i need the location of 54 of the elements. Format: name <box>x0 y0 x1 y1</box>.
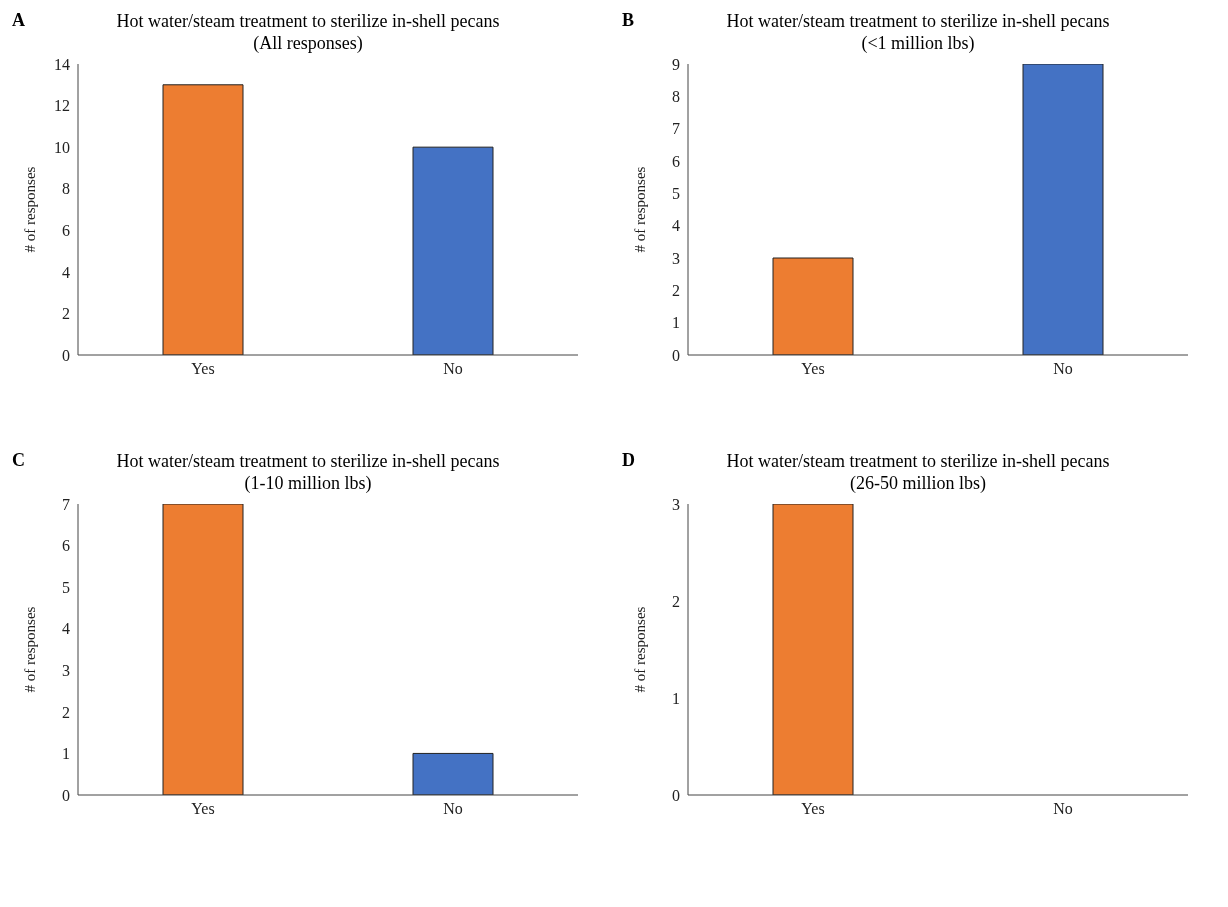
y-axis-title: # of responses <box>22 606 39 693</box>
text: A <box>12 10 25 31</box>
chart-title: Hot water/steam treatment to sterilize in-shell pecans <box>115 10 501 32</box>
x-tick-label: Yes <box>191 800 215 818</box>
text: D <box>622 450 635 471</box>
x-tick-label: Yes <box>801 800 825 818</box>
x-tick-label: No <box>443 800 463 818</box>
y-axis-title: # of responses <box>632 166 649 253</box>
y-tick-label: 8 <box>62 180 70 198</box>
y-tick-label: 2 <box>62 305 70 323</box>
y-tick-label: 6 <box>62 221 70 239</box>
y-tick-label: 4 <box>62 263 70 281</box>
x-tick-label: Yes <box>801 360 825 378</box>
chart-subtitle: (1-10 million lbs) <box>243 472 373 494</box>
y-tick-label: 4 <box>672 217 680 235</box>
y-tick-label: 1 <box>62 745 70 763</box>
y-tick-label: 0 <box>62 786 70 804</box>
y-tick-label: 2 <box>672 282 680 300</box>
y-tick-label: 12 <box>54 97 70 115</box>
y-tick-label: 6 <box>62 537 70 555</box>
chart-title: Hot water/steam treatment to sterilize in-shell pecans <box>725 450 1111 472</box>
y-tick-label: 10 <box>54 138 70 156</box>
y-tick-label: 3 <box>672 495 680 513</box>
chart-title: Hot water/steam treatment to sterilize in-shell pecans <box>725 10 1111 32</box>
x-tick-label: Yes <box>191 360 215 378</box>
y-tick-label: 1 <box>672 314 680 332</box>
y-tick-label: 5 <box>62 578 70 596</box>
x-tick-label: No <box>443 360 463 378</box>
text: C <box>12 450 25 471</box>
y-tick-label: 14 <box>54 55 70 73</box>
y-tick-label: 1 <box>672 689 680 707</box>
y-tick-label: 0 <box>62 346 70 364</box>
y-tick-label: 0 <box>672 786 680 804</box>
y-axis-title: # of responses <box>632 606 649 693</box>
chart-subtitle: (<1 million lbs) <box>860 32 976 54</box>
y-tick-label: 7 <box>672 120 680 138</box>
y-tick-label: 5 <box>672 185 680 203</box>
y-tick-label: 9 <box>672 55 680 73</box>
chart-title: Hot water/steam treatment to sterilize in-shell pecans <box>115 450 501 472</box>
y-tick-label: 7 <box>62 495 70 513</box>
y-tick-label: 8 <box>672 88 680 106</box>
chart-subtitle: (26-50 million lbs) <box>849 472 987 494</box>
y-tick-label: 0 <box>672 346 680 364</box>
y-tick-label: 2 <box>62 703 70 721</box>
y-tick-label: 4 <box>62 620 70 638</box>
text: B <box>622 10 635 31</box>
y-tick-label: 3 <box>672 249 680 267</box>
x-tick-label: No <box>1053 800 1073 818</box>
chart-subtitle: (All responses) <box>252 32 364 54</box>
x-tick-label: No <box>1053 360 1073 378</box>
y-tick-label: 6 <box>672 152 680 170</box>
y-tick-label: 2 <box>672 592 680 610</box>
y-tick-label: 3 <box>62 661 70 679</box>
y-axis-title: # of responses <box>22 166 39 253</box>
